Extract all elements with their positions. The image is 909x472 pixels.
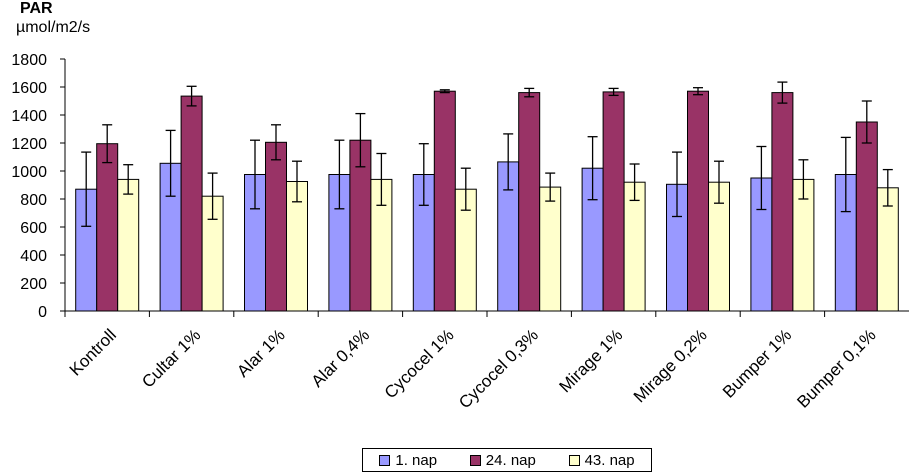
bar	[117, 178, 140, 312]
bar	[771, 92, 794, 312]
y-tick-label: 1000	[11, 164, 47, 181]
chart-title: PAR	[20, 0, 53, 17]
y-tick-label: 1600	[11, 80, 47, 97]
legend-label: 43. nap	[584, 451, 635, 469]
legend-swatch	[568, 454, 580, 466]
legend-item: 1. nap	[379, 452, 437, 469]
bar	[518, 92, 541, 312]
bar	[855, 121, 878, 312]
x-tick-label: Cycocel 1%	[381, 325, 458, 402]
y-axis-unit-label: µmol/m2/s	[16, 19, 91, 36]
x-tick-label: Bumper 0,1%	[793, 325, 879, 411]
x-tick-label: Kontroll	[66, 325, 120, 379]
bar	[180, 95, 203, 312]
bar	[539, 186, 562, 312]
y-tick-label: 600	[20, 220, 47, 237]
x-tick-label: Alar 1%	[233, 325, 289, 381]
x-tick-label: Alar 0,4%	[308, 325, 374, 391]
legend-item: 24. nap	[469, 451, 536, 469]
legend-item: 43. nap	[568, 451, 635, 469]
y-tick-label: 800	[20, 192, 47, 209]
y-tick-label: 1200	[11, 136, 47, 153]
x-tick-label: Mirage 1%	[556, 325, 627, 396]
bar	[623, 181, 646, 312]
y-tick-label: 1400	[11, 108, 47, 125]
chart-legend: 1. nap 24. nap 43. nap	[362, 448, 652, 472]
bar	[602, 91, 625, 312]
legend-label: 1. nap	[395, 451, 438, 469]
x-tick-label: Cycocel 0,3%	[455, 325, 542, 412]
y-tick-label: 400	[20, 248, 47, 265]
bar	[265, 141, 287, 312]
y-tick-label: 1800	[11, 52, 47, 69]
legend-swatch	[379, 454, 391, 466]
x-tick-label: Bumper 1%	[719, 325, 795, 401]
bar	[433, 90, 456, 312]
bar	[96, 143, 119, 312]
legend-swatch	[469, 454, 481, 466]
x-tick-label: Mirage 0,2%	[630, 325, 711, 406]
x-tick-label: Cultar 1%	[138, 325, 204, 391]
legend-label: 24. nap	[485, 451, 536, 469]
bar	[687, 90, 709, 312]
y-tick-label: 0	[38, 304, 47, 321]
y-tick-label: 200	[20, 276, 47, 293]
